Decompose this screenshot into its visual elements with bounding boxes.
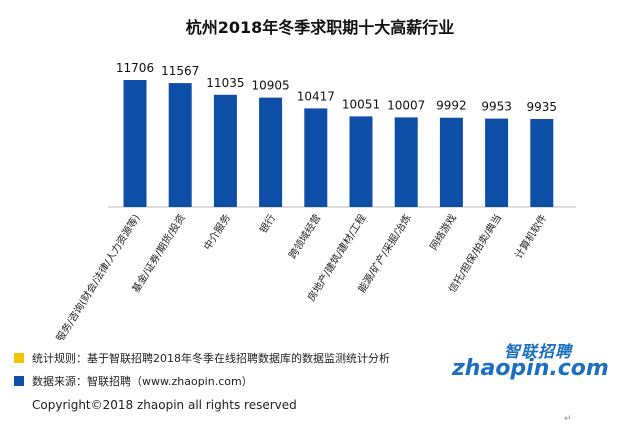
yellow-square-icon [14, 353, 24, 363]
bar-7 [439, 117, 463, 207]
statistics-rule-text: 统计规则：基于智联招聘2018年冬季在线招聘数据库的数据监测统计分析 [32, 352, 390, 365]
logo-chinese-text: 智联招聘 [503, 342, 572, 361]
bar-6 [394, 117, 418, 207]
data-label-1: 11567 [161, 64, 199, 78]
data-source-note: 数据来源：智联招聘（www.zhaopin.com） [14, 373, 253, 389]
data-label-9: 9935 [527, 100, 558, 114]
bar-0 [123, 80, 147, 207]
bar-1 [168, 83, 192, 207]
category-label-3: 银行 [257, 212, 279, 236]
return-mark-icon: ↵ [564, 414, 572, 424]
bar-chart: 11706专业服务/咨询(财会/法律/人力资源等)11567基金/证券/期货/投… [43, 61, 576, 340]
data-label-4: 10417 [297, 89, 335, 103]
bar-3 [259, 97, 283, 207]
bar-9 [530, 119, 554, 207]
bar-2 [213, 94, 237, 207]
zhaopin-logo: 智联招聘 zhaopin.com [452, 338, 609, 388]
bar-5 [349, 116, 373, 207]
data-label-7: 9992 [436, 99, 467, 113]
data-label-6: 10007 [387, 98, 425, 112]
data-label-5: 10051 [342, 97, 380, 111]
data-label-8: 9953 [481, 100, 512, 114]
copyright-text: Copyright©2018 zhaopin all rights reserv… [32, 398, 297, 412]
category-label-7: 网络游戏 [427, 212, 459, 253]
data-label-3: 10905 [252, 79, 290, 93]
bar-8 [485, 118, 509, 207]
category-label-2: 中介服务 [201, 212, 233, 253]
statistics-rule-note: 统计规则：基于智联招聘2018年冬季在线招聘数据库的数据监测统计分析 [14, 350, 390, 366]
blue-square-icon [14, 376, 24, 386]
chart-title: 杭州2018年冬季求职期十大高薪行业 [185, 18, 455, 37]
category-label-4: 跨领域经营 [286, 212, 324, 261]
category-label-9: 计算机软件 [512, 212, 550, 261]
bar-4 [304, 108, 328, 207]
data-source-text: 数据来源：智联招聘（www.zhaopin.com） [32, 375, 253, 388]
category-label-0: 专业服务/咨询(财会/法律/人力资源等) [43, 212, 143, 340]
data-label-0: 11706 [116, 61, 154, 75]
data-label-2: 11035 [206, 76, 244, 90]
logo-english-text: zhaopin.com [452, 356, 609, 381]
